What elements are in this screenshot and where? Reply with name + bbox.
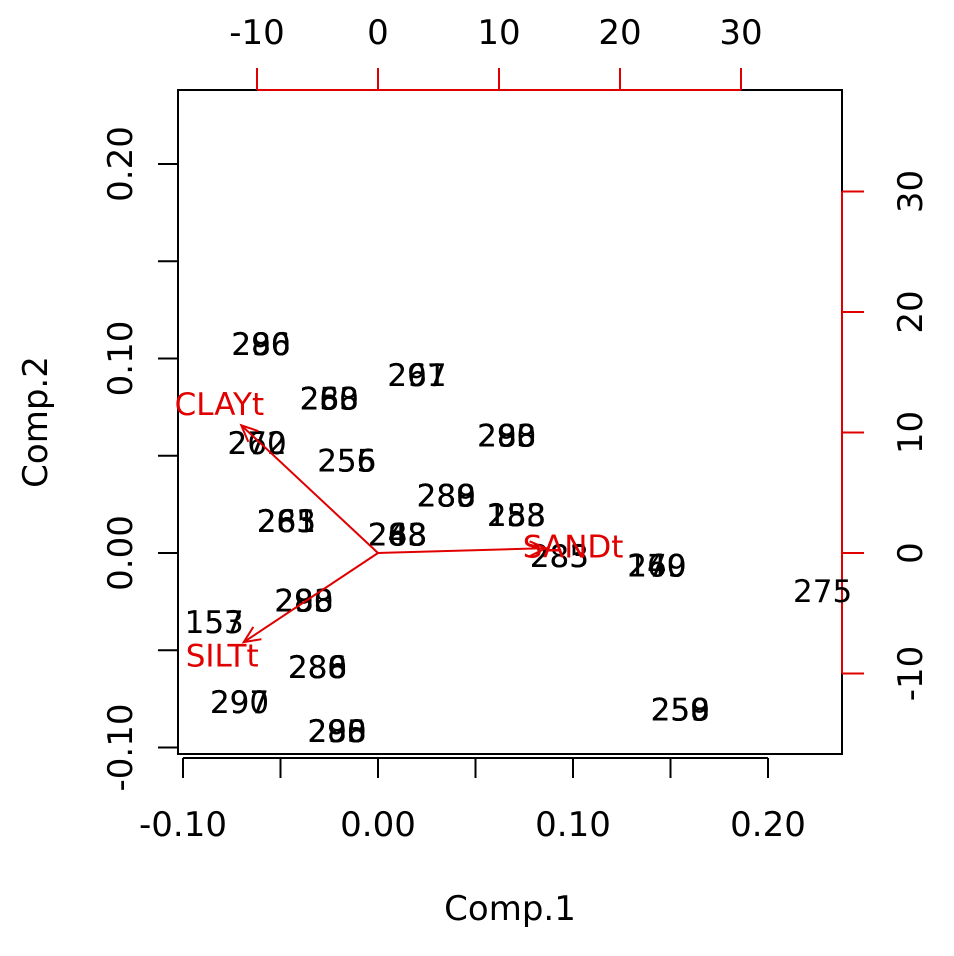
right-loading-axis: -10 0 10 20 30 bbox=[841, 170, 931, 702]
observation-label: 250 bbox=[651, 693, 710, 729]
loading-arrowhead bbox=[241, 626, 262, 644]
y-axis: -0.10 0.00 0.10 0.20 bbox=[101, 126, 179, 792]
observation-label: 160 bbox=[627, 549, 686, 585]
x-tick-label: 0.10 bbox=[535, 805, 611, 845]
observation-label: 281 bbox=[257, 504, 316, 540]
observation-label: 288 bbox=[477, 418, 536, 454]
observation-label: 285 bbox=[307, 714, 366, 750]
x-axis: -0.10 0.00 0.10 0.20 bbox=[139, 757, 806, 845]
observation-label: 263 bbox=[257, 504, 316, 540]
right-tick-label: 10 bbox=[891, 411, 931, 454]
observation-label: 290 bbox=[307, 714, 366, 750]
loading-arrowhead bbox=[529, 540, 549, 557]
observation-label: 153 bbox=[185, 605, 244, 641]
top-tick-label: 0 bbox=[367, 13, 389, 53]
y-tick-label: -0.10 bbox=[101, 704, 141, 792]
observation-label: 265 bbox=[257, 504, 316, 540]
observation-label: 153 bbox=[487, 498, 546, 534]
x-tick-label: 0.00 bbox=[340, 805, 416, 845]
observation-label: 297 bbox=[210, 685, 269, 721]
observation-label: 293 bbox=[477, 418, 536, 454]
observation-label: 255 bbox=[317, 444, 376, 480]
right-tick-label: 0 bbox=[891, 542, 931, 564]
observation-label: 258 bbox=[651, 693, 710, 729]
loading-arrowhead bbox=[239, 423, 259, 443]
top-tick-label: 10 bbox=[477, 13, 520, 53]
right-tick-label: 30 bbox=[891, 170, 931, 213]
observation-label: 275 bbox=[793, 574, 852, 610]
y-axis-title: Comp.2 bbox=[16, 356, 56, 488]
observation-label: 158 bbox=[487, 498, 546, 534]
observation-label: 280 bbox=[477, 418, 536, 454]
observation-label: 263 bbox=[368, 517, 427, 553]
observation-label: 280 bbox=[231, 327, 290, 363]
x-tick-label: 0.20 bbox=[730, 805, 806, 845]
top-loading-axis: -10 0 10 20 30 bbox=[229, 13, 763, 91]
observation-label: 286 bbox=[231, 327, 290, 363]
top-tick-label: -10 bbox=[229, 13, 285, 53]
observation-label: 290 bbox=[210, 685, 269, 721]
top-tick-label: 30 bbox=[719, 13, 762, 53]
y-tick-label: 0.00 bbox=[101, 515, 141, 591]
top-tick-label: 20 bbox=[598, 13, 641, 53]
observation-label: 280 bbox=[288, 650, 347, 686]
observation-label: 248 bbox=[368, 517, 427, 553]
right-tick-label: -10 bbox=[891, 646, 931, 702]
y-tick-label: 0.10 bbox=[101, 321, 141, 397]
observation-label: 250 bbox=[300, 381, 359, 417]
right-tick-label: 20 bbox=[891, 290, 931, 333]
loading-arrow-label: CLAYt bbox=[175, 387, 265, 423]
observation-label: 288 bbox=[417, 479, 476, 515]
observation-label: 259 bbox=[651, 693, 710, 729]
observation-label: 280 bbox=[417, 479, 476, 515]
observation-label: 283 bbox=[300, 381, 359, 417]
observation-label: 290 bbox=[231, 327, 290, 363]
x-axis-title: Comp.1 bbox=[444, 889, 576, 929]
observation-label: 157 bbox=[185, 605, 244, 641]
observation-label: 283 bbox=[487, 498, 546, 534]
loading-arrow bbox=[243, 552, 379, 644]
observation-label: 289 bbox=[417, 479, 476, 515]
loading-arrow-label: SANDt bbox=[523, 529, 624, 565]
loading-arrow-label: SILTt bbox=[186, 638, 259, 674]
observation-label: 261 bbox=[387, 358, 446, 394]
observation-label: 262 bbox=[228, 426, 287, 462]
observation-label: 279 bbox=[627, 549, 686, 585]
observation-label: 240 bbox=[627, 549, 686, 585]
observation-label: 256 bbox=[317, 444, 376, 480]
observation-label: 286 bbox=[288, 650, 347, 686]
observation-label: 288 bbox=[368, 517, 427, 553]
loading-arrow bbox=[240, 424, 379, 554]
loading-arrows: CLAYt SILTt SANDt bbox=[175, 387, 624, 675]
observation-label: 298 bbox=[307, 714, 366, 750]
observation-label: 297 bbox=[387, 358, 446, 394]
observation-label: 288 bbox=[288, 650, 347, 686]
observation-label: 270 bbox=[228, 426, 287, 462]
loading-arrow bbox=[377, 547, 547, 554]
observation-label: 268 bbox=[300, 381, 359, 417]
x-tick-label: -0.10 bbox=[139, 805, 227, 845]
y-tick-label: 0.20 bbox=[101, 126, 141, 202]
